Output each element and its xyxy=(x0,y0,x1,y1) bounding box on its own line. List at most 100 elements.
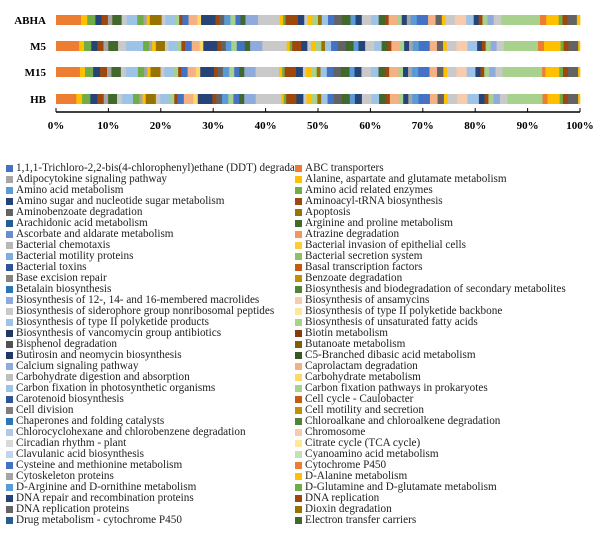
legend-swatch xyxy=(295,462,302,469)
bar-segment xyxy=(161,15,166,25)
bar-segment xyxy=(120,67,127,77)
bar-segment xyxy=(160,67,165,77)
legend-item: Aminoacyl-tRNA biosynthesis xyxy=(295,196,600,207)
bar-segment xyxy=(239,67,245,77)
legend-swatch xyxy=(6,198,13,205)
legend-item: DNA replication proteins xyxy=(6,504,295,515)
legend-label: Aminoacyl-tRNA biosynthesis xyxy=(305,196,443,207)
bar-segment xyxy=(217,41,222,51)
bar-segment xyxy=(306,94,312,104)
legend-label: Adipocytokine signaling pathway xyxy=(16,174,168,185)
legend-item: Biosynthesis of 12-, 14- and 16-membered… xyxy=(6,295,295,306)
legend-item: DNA repair and recombination proteins xyxy=(6,493,295,504)
bar-segment xyxy=(454,15,467,25)
legend-label: Chaperones and folding catalysts xyxy=(16,416,165,427)
bar-segment xyxy=(212,94,217,104)
bar-segment xyxy=(370,67,379,77)
bar-segment xyxy=(478,94,485,104)
bar-segment xyxy=(379,94,386,104)
legend-label: Biosynthesis of siderophore group nonrib… xyxy=(16,306,275,317)
bar-segment xyxy=(302,67,307,77)
legend-item: Carbon fixation pathways in prokaryotes xyxy=(295,383,600,394)
bar-segment xyxy=(389,67,399,77)
legend-swatch xyxy=(6,286,13,293)
bar-segment xyxy=(558,15,563,25)
bar-segment xyxy=(281,94,284,104)
legend-item: Biosynthesis of vancomycin group antibio… xyxy=(6,328,295,339)
bar-segment xyxy=(83,41,92,51)
legend-swatch xyxy=(6,429,13,436)
bar-segment xyxy=(219,15,225,25)
bar-segment xyxy=(578,41,581,51)
legend-swatch xyxy=(295,209,302,216)
bar-segment xyxy=(466,15,474,25)
bar-segment xyxy=(389,94,400,104)
bar-segment xyxy=(182,15,189,25)
bar-segment xyxy=(56,15,82,25)
bar-segment xyxy=(484,94,489,104)
bar-segment xyxy=(240,15,246,25)
legend-swatch xyxy=(295,341,302,348)
bar-segment xyxy=(371,15,379,25)
bar-segment xyxy=(384,67,390,77)
bar-segment xyxy=(150,67,161,77)
stacked-bar-chart: ABHA M5 M15 HB 0% 10% 20% 30% 40% 50% 60% 70% 80% 90… xyxy=(14,15,594,132)
bar-segment xyxy=(311,41,317,51)
bar-segment xyxy=(90,94,98,104)
bar-segment xyxy=(168,41,178,51)
bar-segment xyxy=(349,94,356,104)
bar-segment xyxy=(137,15,144,25)
legend-item: Carbon fixation in photosynthetic organi… xyxy=(6,383,295,394)
bar-segment xyxy=(126,15,138,25)
legend-label: Bacterial motility proteins xyxy=(16,251,134,262)
bar-segment xyxy=(387,41,392,51)
bar-segment xyxy=(341,94,351,104)
bar-segment xyxy=(411,67,419,77)
bar-segment xyxy=(122,94,134,104)
bar-segment xyxy=(143,15,147,25)
bar-segment xyxy=(501,15,541,25)
bar-segment xyxy=(328,15,335,25)
legend-swatch xyxy=(6,275,13,282)
bar-segment xyxy=(398,67,404,77)
legend-swatch xyxy=(6,319,13,326)
legend-item: Alanine, aspartate and glutamate metabol… xyxy=(295,174,600,185)
bar-segment xyxy=(480,67,485,77)
bar-segment xyxy=(503,41,539,51)
bar-segment xyxy=(331,41,339,51)
legend-swatch xyxy=(295,506,302,513)
bar-segment xyxy=(435,15,443,25)
bar-segment xyxy=(445,15,456,25)
bar-segment xyxy=(371,94,380,104)
legend-swatch xyxy=(295,187,302,194)
legend-swatch xyxy=(6,506,13,513)
bar-segment xyxy=(544,41,561,51)
legend-item: D-Glutamine and D-glutamate metabolism xyxy=(295,482,600,493)
bar-segment xyxy=(443,94,449,104)
bar-segment xyxy=(160,94,171,104)
bar-segment xyxy=(95,15,102,25)
legend-swatch xyxy=(6,352,13,359)
legend-item: Circadian rhythm - plant xyxy=(6,438,295,449)
bar-segment xyxy=(234,67,240,77)
bar-segment xyxy=(76,94,83,104)
bar-segment xyxy=(378,15,386,25)
bar-segment xyxy=(326,67,334,77)
legend-swatch xyxy=(295,374,302,381)
legend-label: Caprolactam degradation xyxy=(305,361,418,372)
legend-item: Carotenoid biosynthesis xyxy=(6,394,295,405)
bar-segment xyxy=(403,94,409,104)
bar-segment xyxy=(429,94,438,104)
legend-label: Bisphenol degradation xyxy=(16,339,117,350)
bar-segment xyxy=(562,94,569,104)
bar-segment xyxy=(224,15,231,25)
x-tick-label: 80% xyxy=(464,120,486,132)
legend-label: Carbon fixation pathways in prokaryotes xyxy=(305,383,488,394)
bar-segment xyxy=(200,67,215,77)
bar-segment xyxy=(97,41,104,51)
bar-segment xyxy=(567,94,579,104)
bar-segment xyxy=(412,41,420,51)
bar-segment xyxy=(456,67,467,77)
legend-swatch xyxy=(295,352,302,359)
legend-label: Cytoskeleton proteins xyxy=(16,471,114,482)
